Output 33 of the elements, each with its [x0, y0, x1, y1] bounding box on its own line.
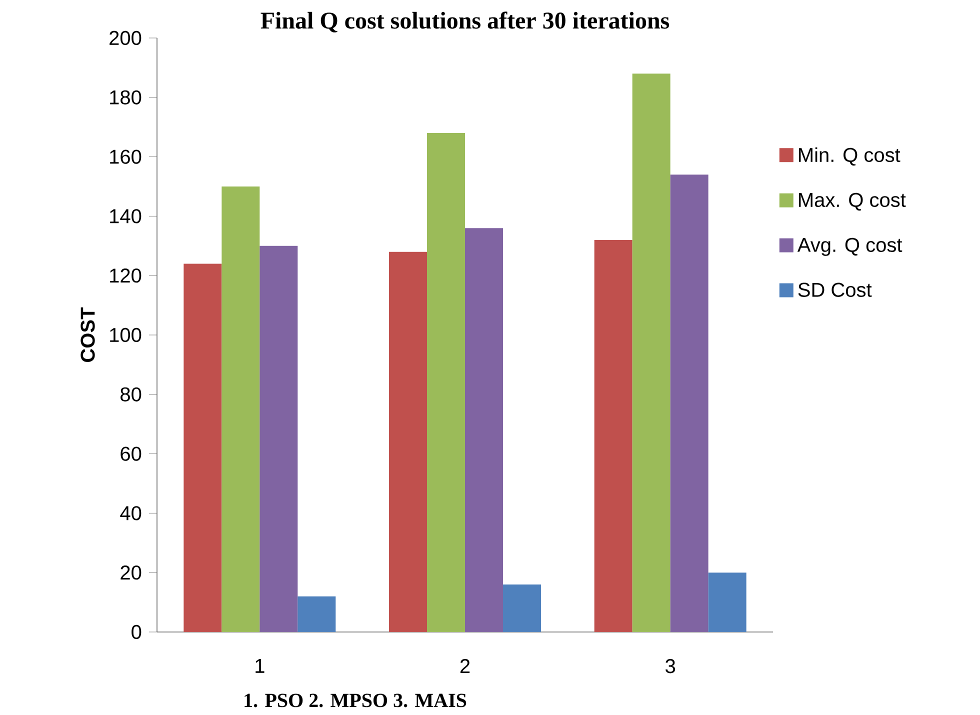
chart-title: Final Q cost solutions after 30 iterations: [260, 12, 670, 32]
text: 1. PSO 2. MPSO 3. MAIS: [244, 694, 466, 708]
x-tick-label: 3: [666, 659, 676, 674]
bar: [632, 74, 670, 632]
bar: [184, 264, 222, 632]
bar: [503, 584, 542, 632]
y-tick-label: 0: [132, 624, 142, 640]
x-tick-label: 1: [256, 659, 264, 673]
bar: [465, 228, 504, 632]
y-axis-title: COST: [80, 307, 95, 362]
y-tick-label: 120: [110, 268, 142, 283]
bar: [222, 186, 260, 632]
bar: [389, 252, 427, 632]
bar: [670, 174, 708, 632]
y-tick-label: 140: [110, 209, 142, 224]
x-tick-label: 2: [460, 659, 470, 674]
legend-label: Min. Q cost: [799, 147, 900, 166]
legend-label: Avg. Q cost: [797, 238, 902, 256]
y-tick-label: 200: [110, 30, 142, 46]
bar: [298, 596, 336, 632]
y-tick-label: 60: [120, 446, 142, 461]
bar: [427, 133, 465, 632]
y-tick-label: 160: [110, 150, 142, 164]
y-tick-label: 80: [120, 387, 142, 402]
legend-label: SD Cost: [798, 282, 872, 297]
legend-label: Max. Q cost: [799, 192, 906, 211]
y-tick-label: 20: [120, 566, 142, 580]
bar: [594, 240, 632, 632]
y-tick-label: 40: [120, 506, 142, 520]
bar: [708, 572, 746, 632]
y-tick-label: 180: [110, 90, 142, 104]
bar: [260, 246, 298, 632]
y-tick-label: 100: [110, 328, 142, 342]
